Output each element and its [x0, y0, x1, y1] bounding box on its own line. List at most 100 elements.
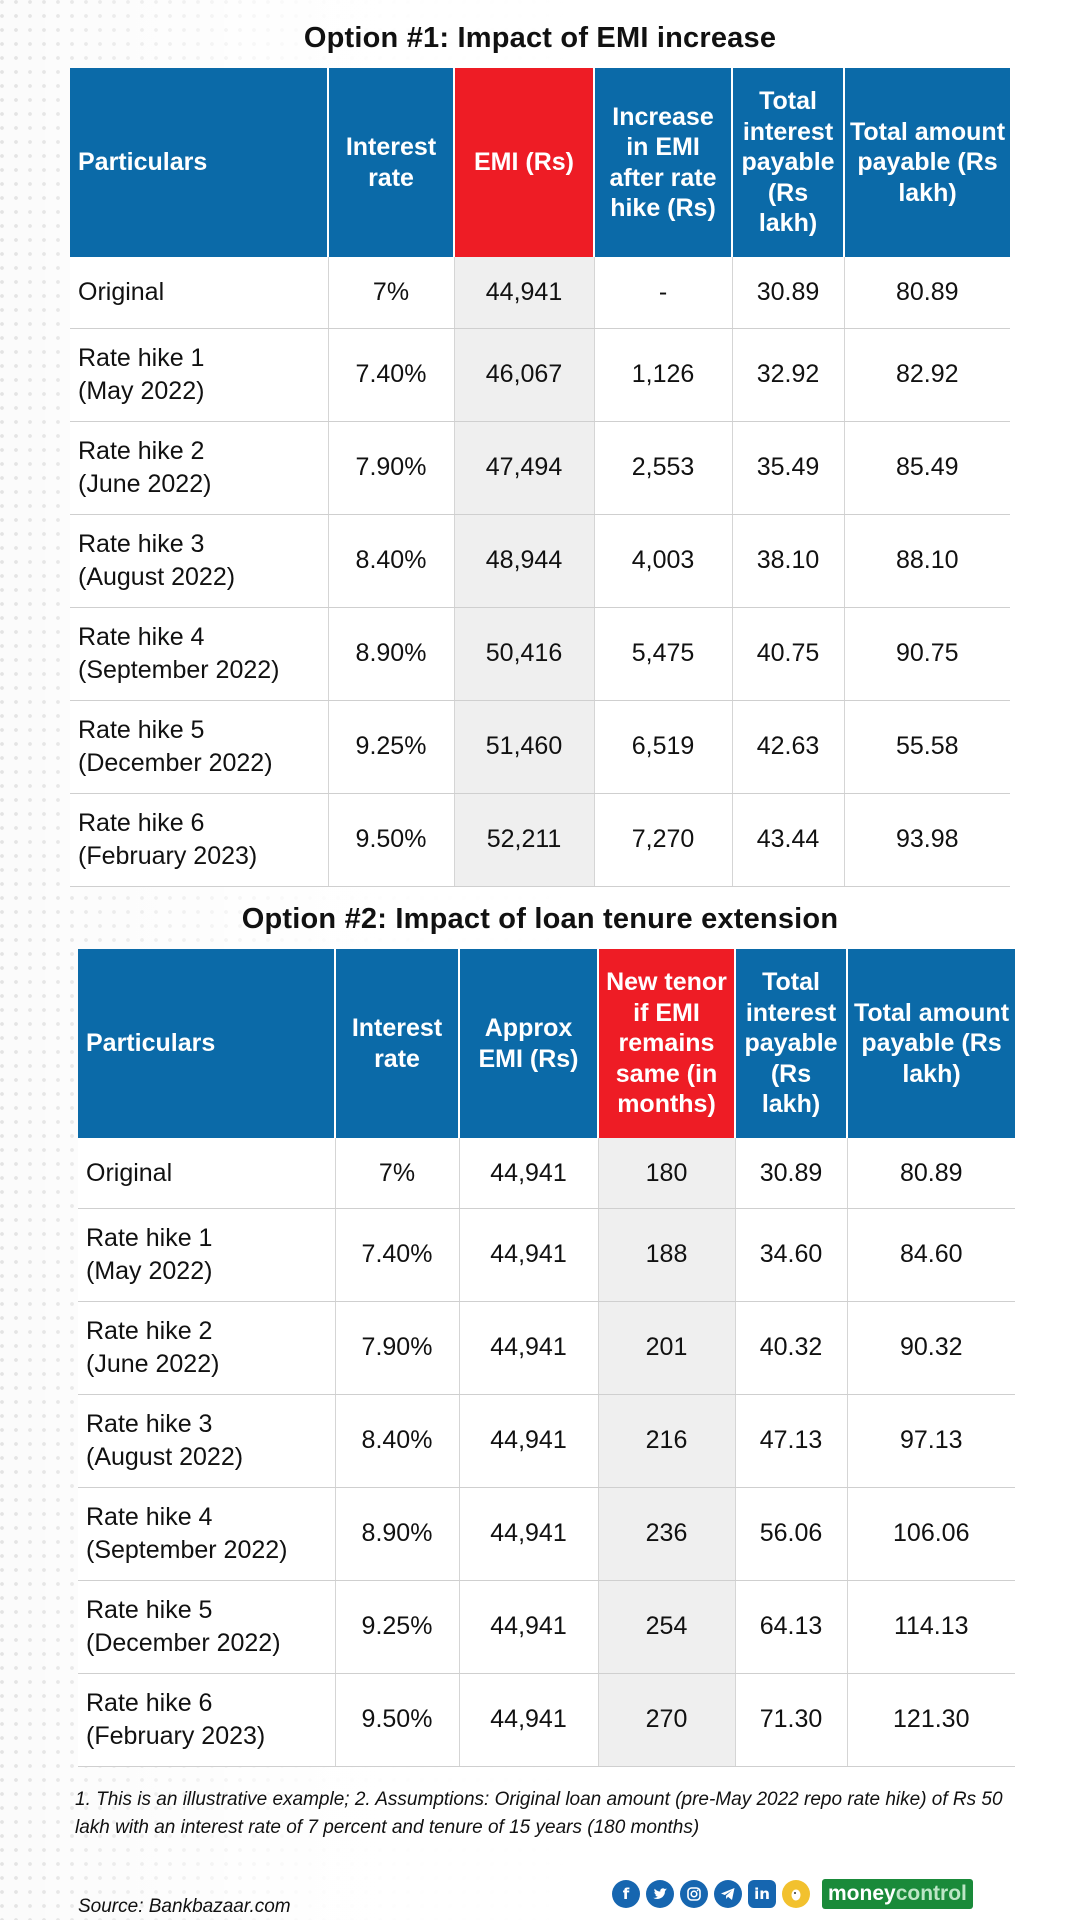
row-label-cell: Rate hike 5 (December 2022) [78, 1580, 336, 1674]
table-cell: 216 [598, 1394, 736, 1488]
table-cell: 93.98 [844, 793, 1010, 887]
row-label-cell: Original [70, 257, 329, 329]
table-cell: 48,944 [454, 514, 595, 608]
table-row: Rate hike 6 (February 2023) 9.50% 52,211 7,… [70, 793, 1010, 887]
table-row: Rate hike 4 (September 2022) 8.90% 50,416 5… [70, 607, 1010, 701]
table-cell: 32.92 [732, 328, 845, 422]
row-label-cell: Rate hike 3 (August 2022) [70, 514, 329, 608]
table-cell: 55.58 [844, 700, 1010, 794]
table-cell: 30.89 [735, 1138, 848, 1209]
table-cell: 64.13 [735, 1580, 848, 1674]
table-2-header-cell: Total amount payable (Rs lakh) [847, 949, 1015, 1138]
table-cell: 82.92 [844, 328, 1010, 422]
table-cell: 270 [598, 1673, 736, 1767]
table-2-title: Option #2: Impact of loan tenure extensi… [241, 903, 839, 935]
table-cell: 44,941 [459, 1580, 599, 1674]
table-1-header-cell: Total amount payable (Rs lakh) [844, 68, 1010, 257]
table-cell: 44,941 [459, 1673, 599, 1767]
row-label-cell: Rate hike 6 (February 2023) [78, 1673, 336, 1767]
table-cell: 35.49 [732, 421, 845, 515]
tenure-extension-table: Particulars Interest rate Approx EMI (Rs) N… [78, 949, 1015, 1767]
table-cell: 9.50% [328, 793, 455, 887]
table-cell: 7.40% [328, 328, 455, 422]
table-cell: 97.13 [847, 1394, 1015, 1488]
table-cell: 9.25% [328, 700, 455, 794]
table-row: Rate hike 1 (May 2022) 7.40% 44,941 188 34.6… [78, 1208, 1015, 1302]
table-row: Rate hike 5 (December 2022) 9.25% 44,941 25… [78, 1580, 1015, 1674]
table-cell: 44,941 [459, 1487, 599, 1581]
table-cell: 46,067 [454, 328, 595, 422]
table-row: Rate hike 2 (June 2022) 7.90% 44,941 201 40.… [78, 1301, 1015, 1395]
table-1-header-cell: Interest rate [328, 68, 455, 257]
table-cell: 84.60 [847, 1208, 1015, 1302]
table-cell: 8.90% [328, 607, 455, 701]
row-label-cell: Rate hike 1 (May 2022) [70, 328, 329, 422]
row-label-cell: Rate hike 4 (September 2022) [78, 1487, 336, 1581]
facebook-icon[interactable]: f [612, 1880, 640, 1908]
footnote: 1. This is an illustrative example; 2. A… [75, 1789, 1003, 1838]
table-cell: 5,475 [594, 607, 733, 701]
table-cell: 4,003 [594, 514, 733, 608]
moneycontrol-logo[interactable]: money control [822, 1879, 973, 1909]
table-1-header-cell: Total interest payable (Rs lakh) [732, 68, 845, 257]
koo-icon[interactable] [782, 1880, 810, 1908]
table-cell: - [594, 257, 733, 329]
table-cell: 90.32 [847, 1301, 1015, 1395]
table-2-header-cell: Total interest payable (Rs lakh) [735, 949, 848, 1138]
table-row: Rate hike 3 (August 2022) 8.40% 48,944 4,00… [70, 514, 1010, 608]
table-cell: 38.10 [732, 514, 845, 608]
table-cell: 6,519 [594, 700, 733, 794]
table-2-header-cell: Interest rate [335, 949, 460, 1138]
table-cell: 44,941 [459, 1138, 599, 1209]
table-cell: 188 [598, 1208, 736, 1302]
row-label-cell: Original [78, 1138, 336, 1209]
table-cell: 50,416 [454, 607, 595, 701]
table-cell: 47,494 [454, 421, 595, 515]
table-row: Rate hike 1 (May 2022) 7.40% 46,067 1,126 32… [70, 328, 1010, 422]
table-row: Rate hike 5 (December 2022) 9.25% 51,460 6,… [70, 700, 1010, 794]
table-cell: 9.50% [335, 1673, 460, 1767]
linkedin-icon[interactable]: in [748, 1880, 776, 1908]
row-label-cell: Rate hike 6 (February 2023) [70, 793, 329, 887]
table-cell: 8.90% [335, 1487, 460, 1581]
table-cell: 47.13 [735, 1394, 848, 1488]
table-cell: 7% [328, 257, 455, 329]
table-cell: 9.25% [335, 1580, 460, 1674]
table-2-header-cell: New tenor if EMI remains same (in months… [598, 949, 736, 1138]
table-cell: 42.63 [732, 700, 845, 794]
row-label-cell: Rate hike 2 (June 2022) [70, 421, 329, 515]
table-row: Original 7% 44,941 180 30.89 80.89 [78, 1138, 1015, 1209]
table-cell: 43.44 [732, 793, 845, 887]
table-cell: 201 [598, 1301, 736, 1395]
table-cell: 8.40% [335, 1394, 460, 1488]
table-cell: 34.60 [735, 1208, 848, 1302]
table-cell: 44,941 [459, 1208, 599, 1302]
telegram-icon[interactable] [714, 1880, 742, 1908]
table-cell: 236 [598, 1487, 736, 1581]
table-cell: 52,211 [454, 793, 595, 887]
table-cell: 1,126 [594, 328, 733, 422]
table-cell: 7% [335, 1138, 460, 1209]
row-label-cell: Rate hike 5 (December 2022) [70, 700, 329, 794]
table-cell: 7.90% [328, 421, 455, 515]
table-1-title: Option #1: Impact of EMI increase [303, 22, 777, 54]
table-cell: 90.75 [844, 607, 1010, 701]
table-cell: 7,270 [594, 793, 733, 887]
table-row: Rate hike 3 (August 2022) 8.40% 44,941 216 4… [78, 1394, 1015, 1488]
table-cell: 2,553 [594, 421, 733, 515]
row-label-cell: Rate hike 2 (June 2022) [78, 1301, 336, 1395]
table-row: Rate hike 2 (June 2022) 7.90% 47,494 2,553 3… [70, 421, 1010, 515]
table-row: Rate hike 4 (September 2022) 8.90% 44,941 2… [78, 1487, 1015, 1581]
row-label-cell: Rate hike 4 (September 2022) [70, 607, 329, 701]
row-label-cell: Rate hike 1 (May 2022) [78, 1208, 336, 1302]
table-cell: 7.40% [335, 1208, 460, 1302]
instagram-icon[interactable] [680, 1880, 708, 1908]
table-cell: 44,941 [459, 1301, 599, 1395]
social-links: f in money control [612, 1879, 973, 1909]
table-cell: 88.10 [844, 514, 1010, 608]
table-2-header-row: Particulars Interest rate Approx EMI (Rs) N… [78, 949, 1015, 1138]
row-label-cell: Rate hike 3 (August 2022) [78, 1394, 336, 1488]
table-cell: 80.89 [844, 257, 1010, 329]
twitter-icon[interactable] [646, 1880, 674, 1908]
table-cell: 44,941 [454, 257, 595, 329]
